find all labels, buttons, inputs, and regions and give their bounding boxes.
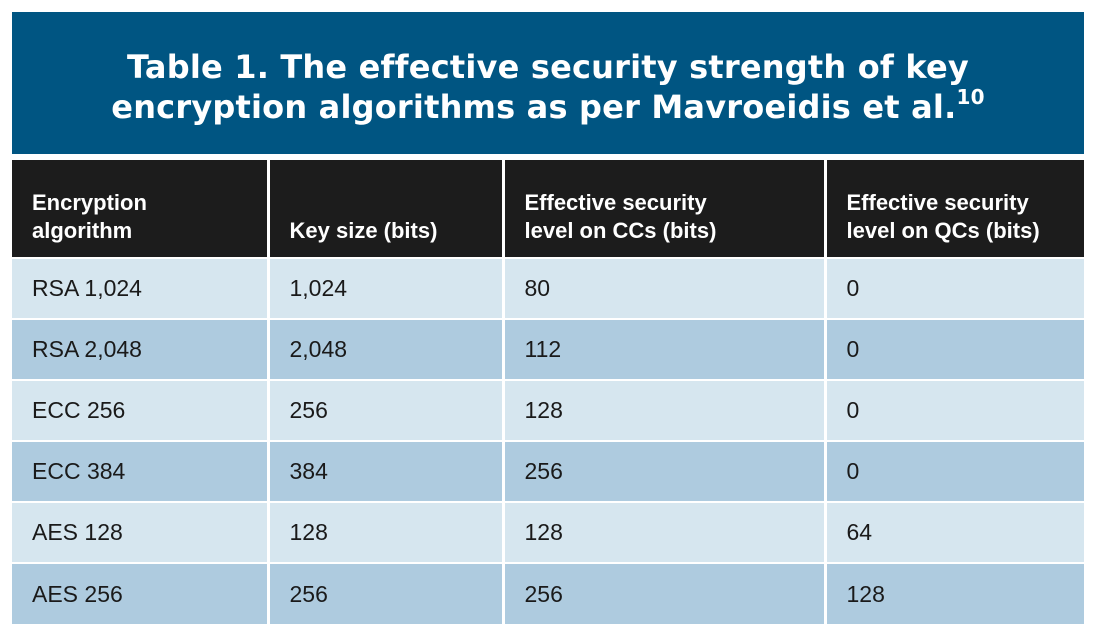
cell-cc-security: 256 <box>501 440 825 502</box>
cell-algorithm: ECC 256 <box>12 379 268 441</box>
column-header-cc-security: Effective security level on CCs (bits) <box>501 160 825 258</box>
table-title-bar: Table 1. The effective security strength… <box>12 12 1084 154</box>
table-row: AES 256 256 256 128 <box>12 562 1084 624</box>
cell-key-size: 256 <box>266 562 503 624</box>
cell-cc-security: 80 <box>501 257 825 319</box>
cell-cc-security: 256 <box>501 562 825 624</box>
column-header-key-size: Key size (bits) <box>266 160 503 258</box>
table-header-row: Encryption algorithm Key size (bits) Eff… <box>12 160 1084 258</box>
column-header-qc-security-line-1: Effective security <box>846 190 1029 215</box>
column-header-cc-security-line-1: Effective security <box>524 190 707 215</box>
table-title: Table 1. The effective security strength… <box>111 39 984 127</box>
table-row: ECC 384 384 256 0 <box>12 440 1084 502</box>
cell-algorithm: RSA 1,024 <box>12 257 268 319</box>
cell-key-size: 1,024 <box>266 257 503 319</box>
cell-key-size: 256 <box>266 379 503 441</box>
table-row: RSA 1,024 1,024 80 0 <box>12 257 1084 319</box>
cell-algorithm: RSA 2,048 <box>12 318 268 380</box>
cell-qc-security: 0 <box>823 379 1084 441</box>
column-header-cc-security-line-2: level on CCs (bits) <box>524 218 717 243</box>
column-header-algorithm: Encryption algorithm <box>12 160 268 258</box>
cell-qc-security: 128 <box>823 562 1084 624</box>
cell-qc-security: 0 <box>823 318 1084 380</box>
cell-key-size: 384 <box>266 440 503 502</box>
table-title-line-2-text: encryption algorithms as per Mavroeidis … <box>111 88 957 126</box>
column-header-qc-security: Effective security level on QCs (bits) <box>823 160 1084 258</box>
cell-qc-security: 0 <box>823 440 1084 502</box>
table-row: RSA 2,048 2,048 112 0 <box>12 318 1084 380</box>
table-figure: Table 1. The effective security strength… <box>12 12 1084 624</box>
cell-qc-security: 0 <box>823 257 1084 319</box>
cell-algorithm: ECC 384 <box>12 440 268 502</box>
cell-cc-security: 112 <box>501 318 825 380</box>
column-header-algorithm-line-2: algorithm <box>32 218 133 243</box>
column-header-qc-security-line-2: level on QCs (bits) <box>846 218 1040 243</box>
cell-qc-security: 64 <box>823 501 1084 563</box>
column-header-algorithm-line-1: Encryption <box>32 190 147 215</box>
cell-cc-security: 128 <box>501 501 825 563</box>
citation-superscript: 10 <box>956 85 985 109</box>
column-header-key-size-label: Key size (bits) <box>289 218 438 243</box>
security-strength-table: Encryption algorithm Key size (bits) Eff… <box>12 160 1084 624</box>
cell-key-size: 128 <box>266 501 503 563</box>
table-title-line-1: Table 1. The effective security strength… <box>127 48 969 86</box>
table-title-line-2: encryption algorithms as per Mavroeidis … <box>111 87 984 127</box>
cell-algorithm: AES 256 <box>12 562 268 624</box>
cell-algorithm: AES 128 <box>12 501 268 563</box>
cell-cc-security: 128 <box>501 379 825 441</box>
table-row: ECC 256 256 128 0 <box>12 379 1084 441</box>
table-row: AES 128 128 128 64 <box>12 501 1084 563</box>
cell-key-size: 2,048 <box>266 318 503 380</box>
